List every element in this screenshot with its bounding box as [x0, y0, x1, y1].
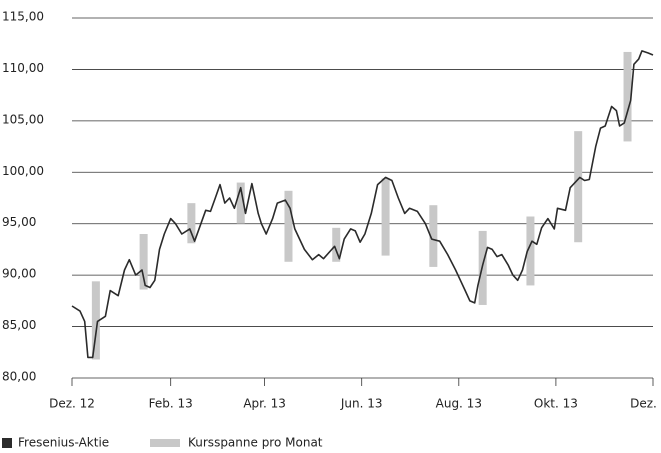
x-tick-label: Aug. 13	[436, 397, 482, 411]
range-bar	[139, 234, 148, 290]
range-bar	[574, 131, 583, 243]
x-tick-label: Dez. 13	[630, 397, 661, 411]
y-tick-label: 85,00	[2, 318, 36, 332]
range-bar	[623, 51, 632, 142]
range-bar	[381, 178, 390, 256]
y-tick-label: 80,00	[2, 370, 36, 384]
x-tick-label: Okt. 13	[534, 397, 578, 411]
y-tick-label: 115,00	[2, 10, 44, 24]
y-tick-label: 110,00	[2, 61, 44, 75]
x-tick-label: Apr. 13	[243, 397, 286, 411]
legend-swatch	[150, 439, 180, 447]
x-tick-label: Feb. 13	[149, 397, 193, 411]
y-tick-label: 100,00	[2, 164, 44, 178]
y-tick-label: 90,00	[2, 267, 36, 281]
range-bar	[91, 281, 100, 360]
x-tick-label: Dez. 12	[49, 397, 95, 411]
legend-swatch	[2, 438, 12, 448]
legend-label: Kursspanne pro Monat	[188, 436, 323, 450]
range-bar	[236, 182, 245, 224]
range-bar	[429, 205, 438, 267]
y-tick-label: 105,00	[2, 112, 44, 126]
y-tick-label: 95,00	[2, 215, 36, 229]
x-tick-label: Jun. 13	[340, 397, 383, 411]
legend-label: Fresenius-Aktie	[18, 436, 109, 450]
range-bar	[526, 216, 535, 286]
range-bar	[284, 190, 293, 262]
range-bar	[187, 203, 196, 244]
price-line	[71, 50, 654, 359]
range-bar	[332, 227, 341, 262]
